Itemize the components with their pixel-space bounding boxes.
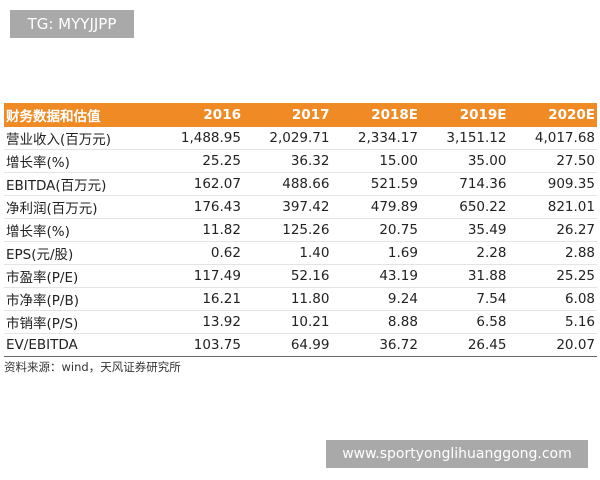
row-label: 营业收入(百万元) (4, 127, 155, 150)
value-cell: 26.27 (508, 218, 597, 242)
source-note: 资料来源：wind，天风证券研究所 (4, 360, 181, 374)
value-cell: 103.75 (154, 333, 243, 357)
value-cell: 650.22 (419, 195, 509, 219)
value-cell: 479.89 (331, 195, 420, 219)
value-cell: 6.08 (508, 287, 597, 311)
table-row: 增长率(%) 25.25 36.32 15.00 35.00 27.50 (4, 149, 597, 173)
value-cell: 11.80 (242, 287, 332, 311)
value-cell: 7.54 (419, 287, 509, 311)
value-cell: 909.35 (508, 172, 597, 196)
value-cell: 10.21 (242, 310, 332, 334)
table-row: 市销率(P/S) 13.92 10.21 8.88 6.58 5.16 (4, 310, 597, 334)
value-cell: 25.25 (508, 264, 597, 288)
row-label: 净利润(百万元) (4, 195, 155, 219)
value-cell: 4,017.68 (508, 127, 597, 150)
value-cell: 16.21 (154, 287, 243, 311)
header-cell: 财务数据和估值 (4, 103, 155, 127)
header-cell: 2016 (154, 103, 243, 127)
table-row: 市盈率(P/E) 117.49 52.16 43.19 31.88 25.25 (4, 264, 597, 288)
value-cell: 6.58 (419, 310, 509, 334)
table-row: 营业收入(百万元) 1,488.95 2,029.71 2,334.17 3,151.1… (4, 127, 597, 150)
table-row: EPS(元/股) 0.62 1.40 1.69 2.28 2.88 (4, 241, 597, 265)
value-cell: 2.88 (508, 241, 597, 265)
value-cell: 2.28 (419, 241, 509, 265)
value-cell: 5.16 (508, 310, 597, 334)
value-cell: 36.32 (242, 149, 332, 173)
value-cell: 125.26 (242, 218, 332, 242)
value-cell: 27.50 (508, 149, 597, 173)
header-cell: 2019E (419, 103, 509, 127)
row-label: 市净率(P/B) (4, 287, 155, 311)
value-cell: 2,029.71 (242, 127, 332, 150)
value-cell: 176.43 (154, 195, 243, 219)
value-cell: 1.40 (242, 241, 332, 265)
value-cell: 11.82 (154, 218, 243, 242)
value-cell: 1.69 (331, 241, 420, 265)
value-cell: 521.59 (331, 172, 420, 196)
value-cell: 9.24 (331, 287, 420, 311)
value-cell: 25.25 (154, 149, 243, 173)
value-cell: 1,488.95 (154, 127, 243, 150)
value-cell: 15.00 (331, 149, 420, 173)
value-cell: 31.88 (419, 264, 509, 288)
value-cell: 35.49 (419, 218, 509, 242)
table-row: 增长率(%) 11.82 125.26 20.75 35.49 26.27 (4, 218, 597, 242)
value-cell: 397.42 (242, 195, 332, 219)
row-label: 市销率(P/S) (4, 310, 155, 334)
tag: TG: MYYJJPP (10, 10, 134, 38)
value-cell: 162.07 (154, 172, 243, 196)
row-label: 增长率(%) (4, 149, 155, 173)
value-cell: 0.62 (154, 241, 243, 265)
row-label: EV/EBITDA (4, 333, 155, 357)
value-cell: 20.75 (331, 218, 420, 242)
value-cell: 43.19 (331, 264, 420, 288)
table-row: 净利润(百万元) 176.43 397.42 479.89 650.22 821.01 (4, 195, 597, 219)
value-cell: 8.88 (331, 310, 420, 334)
watermark: www.sportyonglihuanggong.com (326, 440, 588, 468)
value-cell: 488.66 (242, 172, 332, 196)
finance-table: 财务数据和估值 2016 2017 2018E 2019E 2020E 营业收入(百万元)… (4, 103, 597, 357)
value-cell: 3,151.12 (419, 127, 509, 150)
value-cell: 821.01 (508, 195, 597, 219)
header-cell: 2020E (508, 103, 597, 127)
row-label: 增长率(%) (4, 218, 155, 242)
header-cell: 2018E (331, 103, 420, 127)
row-label: EPS(元/股) (4, 241, 155, 265)
value-cell: 13.92 (154, 310, 243, 334)
value-cell: 52.16 (242, 264, 332, 288)
value-cell: 35.00 (419, 149, 509, 173)
value-cell: 20.07 (508, 333, 597, 357)
table-row: EV/EBITDA 103.75 64.99 36.72 26.45 20.07 (4, 333, 597, 357)
value-cell: 64.99 (242, 333, 332, 357)
value-cell: 2,334.17 (331, 127, 420, 150)
table-row: EBITDA(百万元) 162.07 488.66 521.59 714.36 909.3… (4, 172, 597, 196)
header-cell: 2017 (242, 103, 332, 127)
value-cell: 36.72 (331, 333, 420, 357)
table-row: 市净率(P/B) 16.21 11.80 9.24 7.54 6.08 (4, 287, 597, 311)
value-cell: 117.49 (154, 264, 243, 288)
row-label: 市盈率(P/E) (4, 264, 155, 288)
value-cell: 26.45 (419, 333, 509, 357)
value-cell: 714.36 (419, 172, 509, 196)
header-row: 财务数据和估值 2016 2017 2018E 2019E 2020E (4, 103, 597, 127)
row-label: EBITDA(百万元) (4, 172, 155, 196)
table-body: 营业收入(百万元) 1,488.95 2,029.71 2,334.17 3,151.1… (4, 127, 597, 357)
